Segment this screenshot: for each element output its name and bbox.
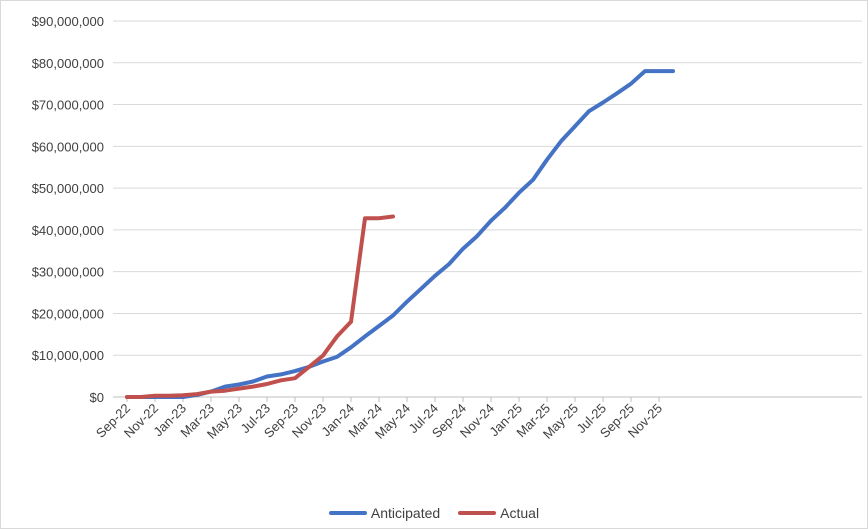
legend-swatch-anticipated [328,511,367,515]
legend-item-anticipated: Anticipated [328,505,441,521]
y-tick-label: $70,000,000 [32,98,104,113]
y-tick-label: $50,000,000 [32,181,104,196]
legend-label-actual: Actual [500,505,540,521]
legend: Anticipated Actual [0,505,868,521]
y-tick-label: $30,000,000 [32,265,104,280]
legend-item-actual: Actual [458,505,539,521]
y-tick-label: $60,000,000 [32,139,104,154]
y-tick-label: $40,000,000 [32,223,104,238]
y-tick-label: $80,000,000 [32,56,104,71]
series-line-anticipated [125,69,675,399]
y-tick-label: $90,000,000 [32,14,104,29]
y-tick-label: $10,000,000 [32,348,104,363]
y-tick-label: $20,000,000 [32,306,104,321]
gridlines [113,20,862,398]
x-axis-tick-labels: Sep-22Nov-22Jan-23Mar-23May-23Jul-23Sep-… [93,397,665,442]
y-tick-label: $0 [90,390,104,405]
y-axis-tick-labels: $0 $10,000,000 $20,000,000 $30,000,000 $40,0… [32,14,104,405]
line-chart: $0 $10,000,000 $20,000,000 $30,000,000 $40,0… [32,14,862,442]
legend-swatch-actual [458,511,497,515]
series-lines [125,69,675,399]
series-line-actual [125,214,395,399]
legend-label-anticipated: Anticipated [370,505,441,521]
